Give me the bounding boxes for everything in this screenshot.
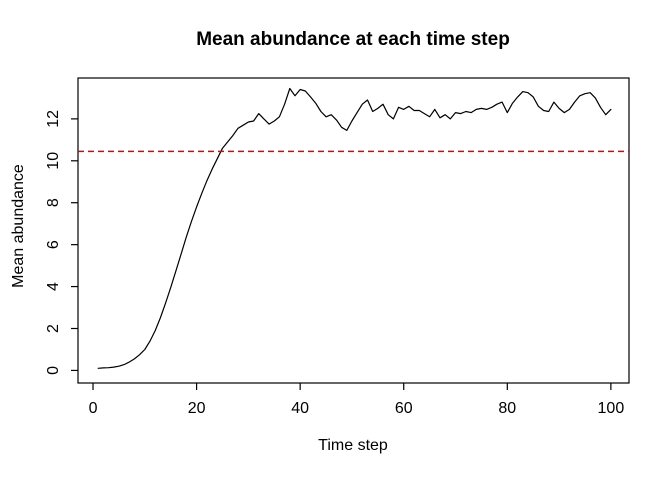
x-tick-label: 20 — [188, 400, 206, 417]
series-line — [97, 87, 612, 369]
y-tick-label: 4 — [45, 282, 62, 291]
x-tick-label: 80 — [498, 400, 516, 417]
plot-border — [77, 77, 630, 384]
x-axis-title: Time step — [318, 437, 388, 454]
y-tick-label: 6 — [45, 240, 62, 249]
x-tick-label: 40 — [291, 400, 309, 417]
y-tick-label: 10 — [45, 152, 62, 170]
chart-title: Mean abundance at each time step — [196, 29, 510, 50]
x-tick-label: 60 — [395, 400, 413, 417]
y-tick-label: 12 — [45, 110, 62, 128]
y-tick-label: 0 — [45, 366, 62, 375]
y-tick-label: 8 — [45, 198, 62, 207]
plot-region: 0 20 40 60 80 100 0 2 4 6 8 10 12 — [45, 77, 630, 417]
y-tick-label: 2 — [45, 324, 62, 333]
x-tick-label: 0 — [89, 400, 98, 417]
x-tick-label: 100 — [598, 400, 625, 417]
y-axis-title: Mean abundance — [10, 164, 27, 288]
